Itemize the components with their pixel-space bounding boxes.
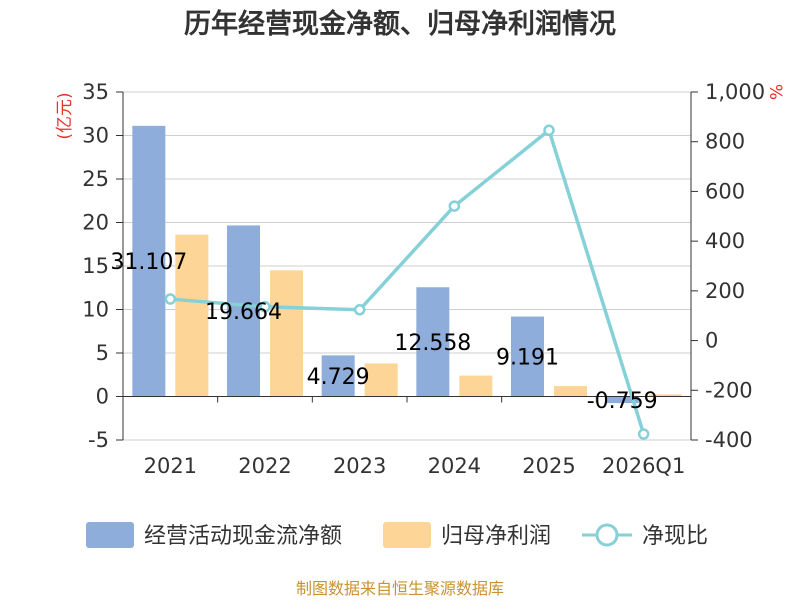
legend-item-profit[interactable]: 归母净利润 [383,522,551,549]
data-label-cashflow: 19.664 [205,300,282,325]
legend-item-cashflow[interactable]: 经营活动现金流净额 [86,522,342,549]
data-label-cashflow: 31.107 [110,250,187,275]
y-left-tick-label: 10 [82,298,109,322]
bar-profit[interactable] [648,394,682,397]
x-tick-label: 2022 [238,454,291,478]
bar-profit[interactable] [554,386,587,397]
legend-item-ratio[interactable]: 净现比 [582,523,708,549]
bar-cashflow[interactable] [605,396,639,404]
data-label-cashflow: 4.729 [307,365,370,390]
legend-marker-ratio [595,523,619,547]
right-ticks: -400 -200 0 200 400 600 800 1,000 [691,80,765,452]
bar-profit[interactable] [270,270,303,397]
legend-label-ratio: 净现比 [642,524,708,549]
y-right-tick-label: 0 [705,329,718,353]
bars [132,125,682,404]
ratio-point[interactable] [543,124,555,137]
x-ticks: 2021 2022 2023 2024 2025 2026Q1 [122,396,692,478]
ratio-point[interactable] [637,428,650,440]
legend-swatch-profit [383,522,431,548]
y-right-tick-label: -200 [705,378,753,402]
ratio-line-layer [164,124,650,440]
y-right-tick-label: 800 [705,130,745,154]
x-tick-label: 2021 [144,454,197,478]
ratio-line [170,128,646,435]
y-right-tick-label: 200 [705,279,745,303]
x-tick-label: 2023 [333,454,386,478]
ratio-point[interactable] [259,301,271,313]
ratio-point[interactable] [164,293,177,305]
y-left-tick-label: 25 [82,167,109,191]
y-right-axis-label: % [765,84,785,100]
legend-label-cashflow: 经营活动现金流净额 [144,524,342,549]
legend-swatch-cashflow [86,522,134,548]
bar-profit[interactable] [459,375,493,397]
source-note: 制图数据来自恒生聚源数据库 [296,579,504,598]
x-tick-label: 2026Q1 [602,454,685,478]
y-right-tick-label: 400 [705,229,745,253]
y-left-axis-label: (亿元) [55,92,75,139]
data-label-cashflow: -0.759 [587,389,658,414]
x-tick-label: 2025 [522,454,575,478]
bar-cashflow[interactable] [416,287,450,397]
y-left-tick-label: 20 [82,211,109,235]
legend-label-profit: 归母净利润 [441,524,551,549]
bar-cashflow[interactable] [511,316,544,397]
data-label-cashflow: 9.191 [496,346,559,371]
ratio-point[interactable] [448,200,461,212]
x-tick-label: 2024 [428,454,481,478]
y-left-tick-label: 30 [82,124,109,148]
bar-cashflow[interactable] [227,225,260,397]
legend: 经营活动现金流净额 归母净利润 净现比 [86,522,708,549]
ratio-point[interactable] [353,303,366,316]
y-right-tick-label: 600 [705,179,745,203]
bar-cashflow[interactable] [321,355,355,397]
y-left-tick-label: 0 [96,385,109,409]
chart-title: 历年经营现金净额、归母净利润情况 [184,8,616,40]
bar-cashflow[interactable] [132,125,166,397]
bar-profit[interactable] [175,234,209,397]
bar-profit[interactable] [364,363,398,397]
y-right-tick-label: -400 [705,428,753,452]
y-right-tick-label: 1,000 [705,80,765,104]
left-ticks: -5 0 5 10 15 20 25 30 35 [82,80,123,452]
data-labels: 31.107 19.664 4.729 12.558 9.191 -0.759 [110,250,657,414]
y-left-tick-label: 5 [96,341,109,365]
y-left-tick-label: 35 [82,80,109,104]
data-label-cashflow: 12.558 [394,331,471,356]
y-left-tick-label: 15 [82,254,109,278]
y-left-tick-label: -5 [88,428,109,452]
